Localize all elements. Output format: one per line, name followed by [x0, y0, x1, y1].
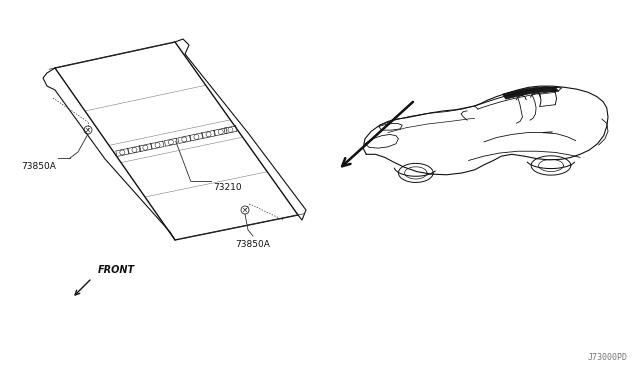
Polygon shape	[502, 87, 558, 99]
Text: 73210: 73210	[212, 183, 241, 192]
Text: FRONT: FRONT	[98, 265, 135, 275]
Text: J73000PD: J73000PD	[588, 353, 628, 362]
Text: 73850A: 73850A	[21, 162, 56, 171]
Text: 73850A: 73850A	[236, 240, 271, 249]
